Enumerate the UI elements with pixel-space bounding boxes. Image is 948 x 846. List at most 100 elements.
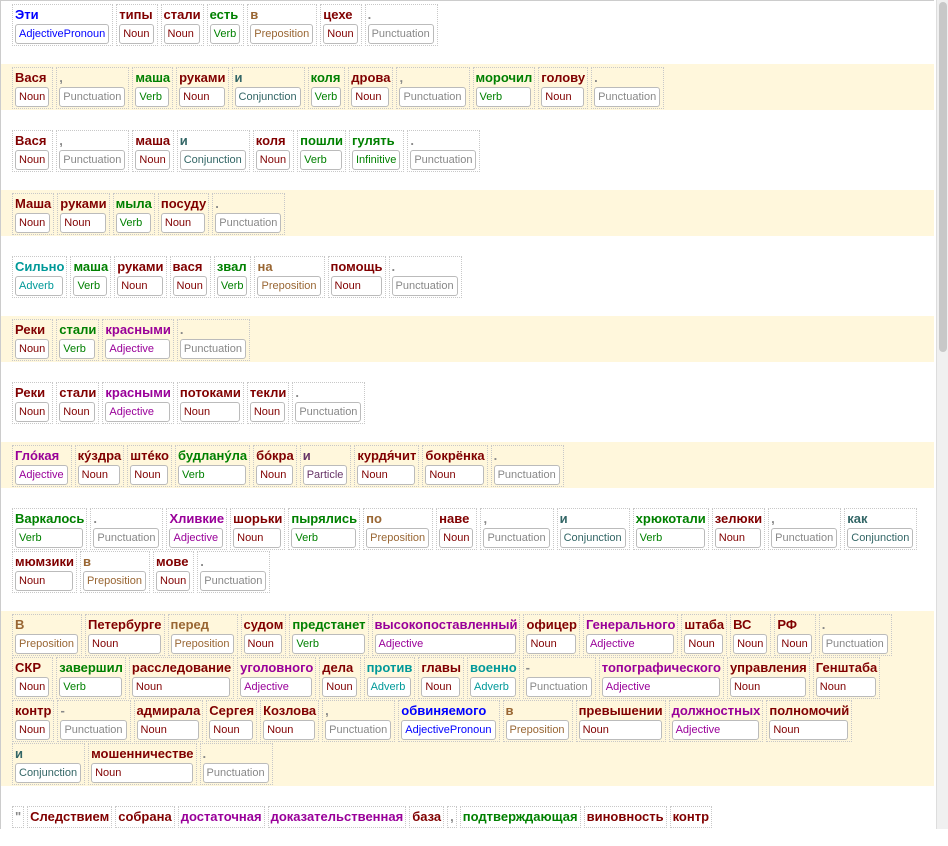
pos-tag-field[interactable]: Verb: [475, 87, 532, 107]
pos-tag-field[interactable]: Verb: [135, 87, 170, 107]
pos-tag-field[interactable]: Noun: [15, 87, 50, 107]
pos-tag-field[interactable]: Preposition: [505, 720, 569, 740]
pos-tag-field[interactable]: Noun: [15, 402, 50, 422]
pos-tag-field[interactable]: Noun: [15, 150, 50, 170]
pos-tag-field[interactable]: Punctuation: [525, 677, 592, 697]
pos-tag-field[interactable]: Noun: [421, 677, 461, 697]
pos-tag-field[interactable]: Adverb: [15, 276, 64, 296]
vertical-scrollbar[interactable]: [936, 0, 948, 829]
pos-tag-field[interactable]: Verb: [310, 87, 342, 107]
pos-tag-field[interactable]: Noun: [322, 677, 357, 697]
pos-tag-field[interactable]: Noun: [323, 24, 358, 44]
pos-tag-field[interactable]: Noun: [255, 150, 291, 170]
pos-tag-field[interactable]: Punctuation: [59, 87, 126, 107]
pos-tag-field[interactable]: Noun: [88, 634, 161, 654]
pos-tag-field[interactable]: Punctuation: [594, 87, 661, 107]
pos-tag-field[interactable]: Noun: [15, 213, 51, 233]
pos-tag-field[interactable]: Noun: [769, 720, 849, 740]
pos-tag-field[interactable]: Noun: [777, 634, 812, 654]
pos-tag-field[interactable]: Punctuation: [367, 24, 434, 44]
pos-tag-field[interactable]: Adjective: [15, 465, 68, 485]
pos-tag-field[interactable]: Conjunction: [234, 87, 301, 107]
pos-tag-field[interactable]: Verb: [115, 213, 151, 233]
pos-tag-field[interactable]: Noun: [117, 276, 163, 296]
pos-tag-field[interactable]: Noun: [439, 528, 474, 548]
pos-tag-field[interactable]: Punctuation: [200, 571, 267, 591]
pos-tag-field[interactable]: Punctuation: [59, 150, 126, 170]
pos-tag-field[interactable]: Verb: [73, 276, 108, 296]
pos-tag-field[interactable]: Verb: [209, 24, 241, 44]
pos-tag-field[interactable]: Adverb: [470, 677, 516, 697]
pos-tag-field[interactable]: Adjective: [105, 402, 170, 422]
pos-tag-field[interactable]: Noun: [172, 276, 207, 296]
pos-tag-field[interactable]: Preposition: [250, 24, 314, 44]
pos-tag-field[interactable]: Noun: [684, 634, 724, 654]
pos-tag-field[interactable]: Verb: [216, 276, 248, 296]
pos-tag-field[interactable]: Verb: [635, 528, 705, 548]
pos-tag-field[interactable]: Noun: [330, 276, 382, 296]
pos-tag-field[interactable]: Adjective: [374, 634, 517, 654]
pos-tag-field[interactable]: Noun: [249, 402, 286, 422]
pos-tag-field[interactable]: Noun: [119, 24, 154, 44]
pos-tag-field[interactable]: Noun: [15, 571, 73, 591]
pos-tag-field[interactable]: Punctuation: [60, 720, 127, 740]
pos-tag-field[interactable]: Punctuation: [179, 339, 246, 359]
pos-tag-field[interactable]: Adjective: [240, 677, 313, 697]
pos-tag-field[interactable]: Punctuation: [821, 634, 888, 654]
pos-tag-field[interactable]: Punctuation: [410, 150, 477, 170]
pos-tag-field[interactable]: Verb: [177, 465, 247, 485]
pos-tag-field[interactable]: Noun: [160, 213, 206, 233]
pos-tag-field[interactable]: Noun: [541, 87, 585, 107]
pos-tag-field[interactable]: Punctuation: [295, 402, 362, 422]
pos-tag-field[interactable]: Preposition: [257, 276, 321, 296]
pos-tag-field[interactable]: Noun: [263, 720, 316, 740]
pos-tag-field[interactable]: Punctuation: [93, 528, 160, 548]
pos-tag-field[interactable]: Noun: [815, 677, 877, 697]
pos-tag-field[interactable]: Noun: [163, 24, 200, 44]
pos-tag-field[interactable]: Preposition: [82, 571, 146, 591]
pos-tag-field[interactable]: Noun: [733, 634, 768, 654]
pos-tag-field[interactable]: Noun: [15, 677, 50, 697]
pos-tag-field[interactable]: Noun: [15, 720, 51, 740]
pos-tag-field[interactable]: Particle: [302, 465, 348, 485]
pos-tag-field[interactable]: Noun: [156, 571, 191, 591]
pos-tag-field[interactable]: Noun: [91, 763, 193, 783]
pos-tag-field[interactable]: Noun: [135, 150, 170, 170]
pos-tag-field[interactable]: Preposition: [170, 634, 234, 654]
pos-tag-field[interactable]: AdjectivePronoun: [401, 720, 496, 740]
pos-tag-field[interactable]: Noun: [131, 677, 231, 697]
pos-tag-field[interactable]: Noun: [179, 87, 225, 107]
pos-tag-field[interactable]: Noun: [526, 634, 576, 654]
pos-tag-field[interactable]: Noun: [209, 720, 254, 740]
pos-tag-field[interactable]: Noun: [179, 402, 240, 422]
pos-tag-field[interactable]: Adverb: [366, 677, 412, 697]
pos-tag-field[interactable]: Adjective: [671, 720, 760, 740]
pos-tag-field[interactable]: Noun: [729, 677, 806, 697]
pos-tag-field[interactable]: Verb: [59, 677, 122, 697]
pos-tag-field[interactable]: Noun: [233, 528, 282, 548]
pos-tag-field[interactable]: Punctuation: [215, 213, 282, 233]
pos-tag-field[interactable]: Noun: [60, 213, 106, 233]
pos-tag-field[interactable]: Noun: [15, 339, 50, 359]
pos-tag-field[interactable]: Punctuation: [202, 763, 269, 783]
pos-tag-field[interactable]: Conjunction: [15, 763, 82, 783]
pos-tag-field[interactable]: Infinitive: [351, 150, 401, 170]
pos-tag-field[interactable]: Verb: [291, 528, 357, 548]
pos-tag-field[interactable]: Adjective: [105, 339, 170, 359]
pos-tag-field[interactable]: Noun: [425, 465, 484, 485]
scrollbar-thumb[interactable]: [939, 2, 947, 352]
pos-tag-field[interactable]: Verb: [15, 528, 84, 548]
pos-tag-field[interactable]: Punctuation: [771, 528, 838, 548]
pos-tag-field[interactable]: Verb: [59, 339, 96, 359]
pos-tag-field[interactable]: Noun: [243, 634, 283, 654]
pos-tag-field[interactable]: Noun: [130, 465, 168, 485]
pos-tag-field[interactable]: AdjectivePronoun: [15, 24, 110, 44]
pos-tag-field[interactable]: Noun: [59, 402, 96, 422]
pos-tag-field[interactable]: Noun: [357, 465, 416, 485]
pos-tag-field[interactable]: Punctuation: [399, 87, 466, 107]
pos-tag-field[interactable]: Conjunction: [179, 150, 246, 170]
pos-tag-field[interactable]: Adjective: [169, 528, 224, 548]
pos-tag-field[interactable]: Verb: [300, 150, 342, 170]
pos-tag-field[interactable]: Preposition: [15, 634, 79, 654]
pos-tag-field[interactable]: Noun: [351, 87, 390, 107]
